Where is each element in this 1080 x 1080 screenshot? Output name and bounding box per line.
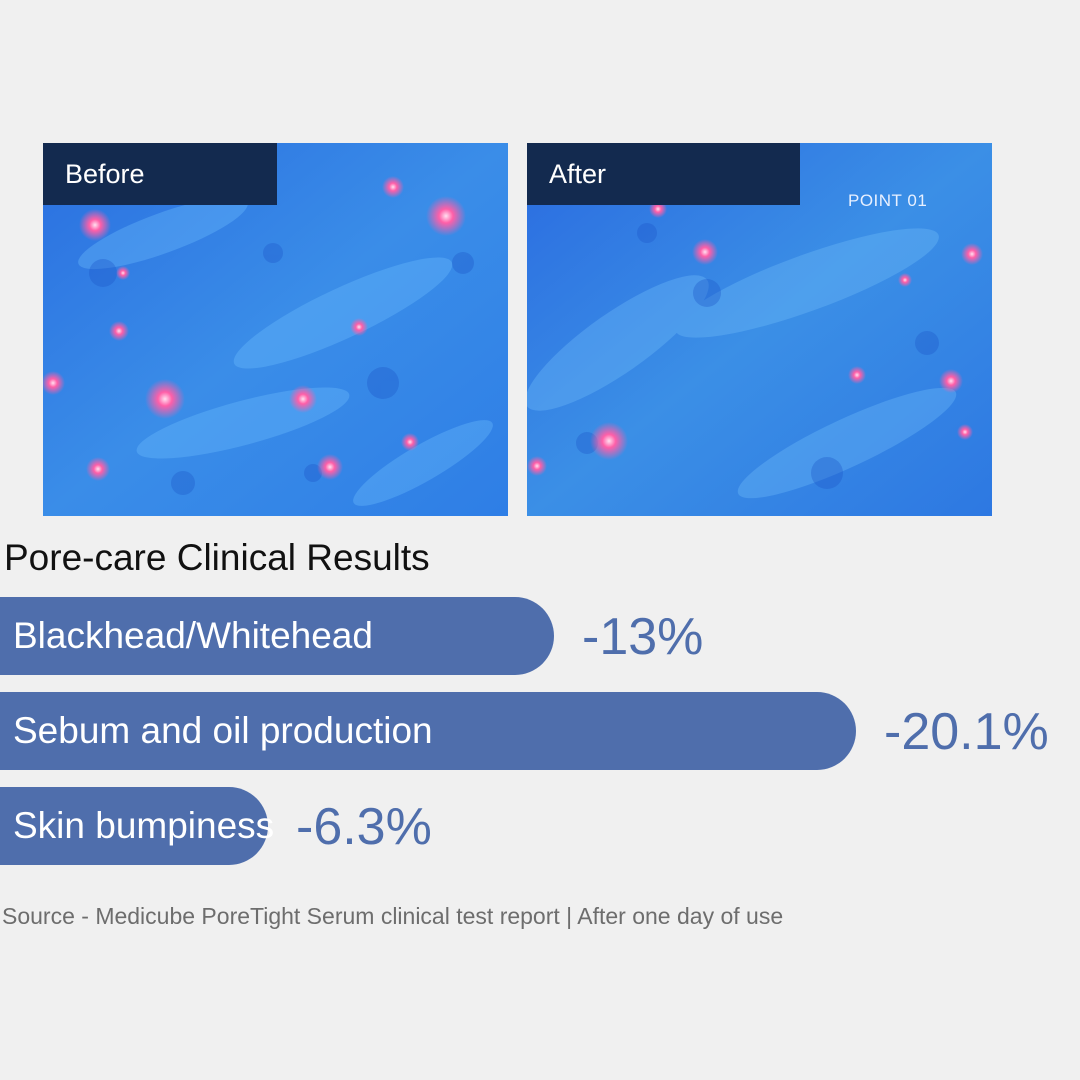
- before-photo: Before: [43, 143, 508, 516]
- bar: Skin bumpiness: [0, 787, 274, 865]
- bar-value-label: -13%: [582, 608, 704, 666]
- point-label: POINT 01: [848, 191, 928, 210]
- bar-category-label: Blackhead/Whitehead: [13, 615, 373, 656]
- bar-value-label: -20.1%: [884, 703, 1049, 761]
- source-note: Source - Medicube PoreTight Serum clinic…: [2, 903, 784, 929]
- bar-category-label: Sebum and oil production: [13, 710, 433, 751]
- bar-category-label: Skin bumpiness: [13, 805, 275, 846]
- after-photo: After POINT 01: [527, 143, 992, 516]
- bar: Sebum and oil production: [0, 692, 856, 770]
- before-skin-image: [43, 143, 508, 516]
- bar-value-label: -6.3%: [296, 798, 432, 856]
- after-label: After: [527, 143, 800, 205]
- before-label: Before: [43, 143, 277, 205]
- chart-title: Pore-care Clinical Results: [4, 537, 430, 578]
- bar: Blackhead/Whitehead: [0, 597, 554, 675]
- after-skin-image: [527, 143, 992, 516]
